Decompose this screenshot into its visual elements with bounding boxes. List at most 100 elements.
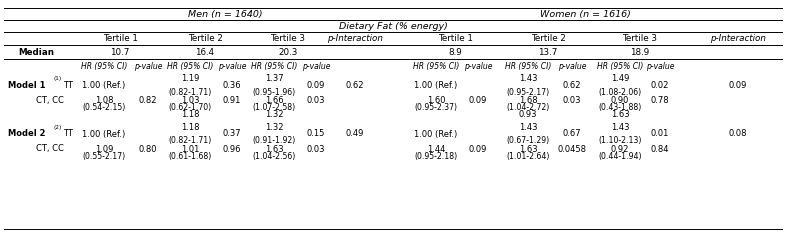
Text: 1.63: 1.63: [265, 145, 283, 154]
Text: (0.95-1.96): (0.95-1.96): [252, 87, 296, 96]
Text: 1.43: 1.43: [611, 123, 630, 132]
Text: 1.63: 1.63: [519, 145, 538, 154]
Text: 0.78: 0.78: [651, 96, 670, 105]
Text: Tertile 1: Tertile 1: [102, 33, 138, 42]
Text: 20.3: 20.3: [278, 47, 298, 56]
Text: 1.43: 1.43: [519, 73, 538, 82]
Text: 0.15: 0.15: [307, 129, 325, 138]
Text: Tertile 3: Tertile 3: [270, 33, 306, 42]
Text: Median: Median: [18, 47, 54, 56]
Text: (0.43-1.88): (0.43-1.88): [598, 102, 641, 111]
Text: Tertile 2: Tertile 2: [188, 33, 222, 42]
Text: 1.00 (Ref.): 1.00 (Ref.): [83, 81, 126, 90]
Text: (0.67-1.29): (0.67-1.29): [506, 137, 549, 146]
Text: 0.80: 0.80: [139, 145, 157, 154]
Text: 13.7: 13.7: [538, 47, 558, 56]
Text: p-value: p-value: [218, 61, 246, 70]
Text: 1.08: 1.08: [95, 96, 113, 105]
Text: (0.82-1.71): (0.82-1.71): [168, 87, 211, 96]
Text: Tertile 1: Tertile 1: [438, 33, 472, 42]
Text: (0.55-2.17): (0.55-2.17): [83, 151, 126, 160]
Text: (0.95-2.37): (0.95-2.37): [414, 102, 457, 111]
Text: p-value: p-value: [558, 61, 586, 70]
Text: (0.61-1.68): (0.61-1.68): [168, 151, 211, 160]
Text: TT: TT: [63, 81, 73, 90]
Text: TT: TT: [63, 129, 73, 138]
Text: HR (95% CI): HR (95% CI): [597, 61, 643, 70]
Text: Tertile 3: Tertile 3: [623, 33, 658, 42]
Text: 0.36: 0.36: [222, 81, 241, 90]
Text: 0.91: 0.91: [222, 96, 241, 105]
Text: HR (95% CI): HR (95% CI): [413, 61, 459, 70]
Text: 0.09: 0.09: [468, 145, 487, 154]
Text: 0.03: 0.03: [563, 96, 582, 105]
Text: 0.82: 0.82: [139, 96, 157, 105]
Text: Model 2: Model 2: [8, 129, 46, 138]
Text: 1.32: 1.32: [265, 109, 283, 118]
Text: 1.68: 1.68: [519, 96, 538, 105]
Text: 1.60: 1.60: [427, 96, 445, 105]
Text: 0.03: 0.03: [307, 145, 325, 154]
Text: 0.96: 0.96: [222, 145, 241, 154]
Text: p-Interaction: p-Interaction: [710, 33, 766, 42]
Text: 1.19: 1.19: [181, 73, 199, 82]
Text: 0.09: 0.09: [307, 81, 325, 90]
Text: 0.0458: 0.0458: [557, 145, 586, 154]
Text: 0.03: 0.03: [307, 96, 325, 105]
Text: (1.07-2.58): (1.07-2.58): [252, 102, 296, 111]
Text: 1.44: 1.44: [427, 145, 445, 154]
Text: 1.01: 1.01: [181, 145, 199, 154]
Text: 0.90: 0.90: [611, 96, 629, 105]
Text: 0.37: 0.37: [222, 129, 241, 138]
Text: 1.00 (Ref.): 1.00 (Ref.): [414, 81, 457, 90]
Text: 1.63: 1.63: [611, 109, 630, 118]
Text: p-value: p-value: [464, 61, 492, 70]
Text: 0.84: 0.84: [651, 145, 669, 154]
Text: 18.9: 18.9: [630, 47, 649, 56]
Text: (0.44-1.94): (0.44-1.94): [598, 151, 641, 160]
Text: (1.08-2.06): (1.08-2.06): [598, 87, 641, 96]
Text: 1.00 (Ref.): 1.00 (Ref.): [83, 129, 126, 138]
Text: 16.4: 16.4: [196, 47, 215, 56]
Text: 1.00 (Ref.): 1.00 (Ref.): [414, 129, 457, 138]
Text: 0.93: 0.93: [519, 109, 538, 118]
Text: HR (95% CI): HR (95% CI): [505, 61, 551, 70]
Text: (0.62-1.70): (0.62-1.70): [168, 102, 211, 111]
Text: 0.62: 0.62: [346, 81, 364, 90]
Text: 1.43: 1.43: [519, 123, 538, 132]
Text: 0.67: 0.67: [563, 129, 582, 138]
Text: CT, CC: CT, CC: [36, 96, 64, 105]
Text: 0.09: 0.09: [468, 96, 487, 105]
Text: (0.95-2.18): (0.95-2.18): [414, 151, 457, 160]
Text: 0.49: 0.49: [346, 129, 364, 138]
Text: 0.09: 0.09: [729, 81, 747, 90]
Text: p-value: p-value: [302, 61, 330, 70]
Text: HR (95% CI): HR (95% CI): [167, 61, 213, 70]
Text: (1.04-2.72): (1.04-2.72): [506, 102, 549, 111]
Text: (0.82-1.71): (0.82-1.71): [168, 137, 211, 146]
Text: HR (95% CI): HR (95% CI): [81, 61, 127, 70]
Text: 0.08: 0.08: [729, 129, 747, 138]
Text: Women (n = 1616): Women (n = 1616): [539, 9, 630, 18]
Text: 1.37: 1.37: [265, 73, 283, 82]
Text: 1.18: 1.18: [181, 123, 199, 132]
Text: Dietary Fat (% energy): Dietary Fat (% energy): [339, 22, 447, 31]
Text: p-value: p-value: [134, 61, 162, 70]
Text: p-value: p-value: [646, 61, 674, 70]
Text: (2): (2): [54, 126, 62, 131]
Text: p-Interaction: p-Interaction: [327, 33, 383, 42]
Text: (0.54-2.15): (0.54-2.15): [83, 102, 126, 111]
Text: (0.95-2.17): (0.95-2.17): [506, 87, 549, 96]
Text: (1.01-2.64): (1.01-2.64): [506, 151, 549, 160]
Text: HR (95% CI): HR (95% CI): [251, 61, 297, 70]
Text: 10.7: 10.7: [110, 47, 130, 56]
Text: 0.92: 0.92: [611, 145, 629, 154]
Text: Model 1: Model 1: [8, 81, 46, 90]
Text: 1.03: 1.03: [181, 96, 199, 105]
Text: 1.18: 1.18: [181, 109, 199, 118]
Text: Men (n = 1640): Men (n = 1640): [188, 9, 263, 18]
Text: CT, CC: CT, CC: [36, 145, 64, 154]
Text: 1.66: 1.66: [265, 96, 283, 105]
Text: 1.09: 1.09: [95, 145, 113, 154]
Text: 1.49: 1.49: [611, 73, 629, 82]
